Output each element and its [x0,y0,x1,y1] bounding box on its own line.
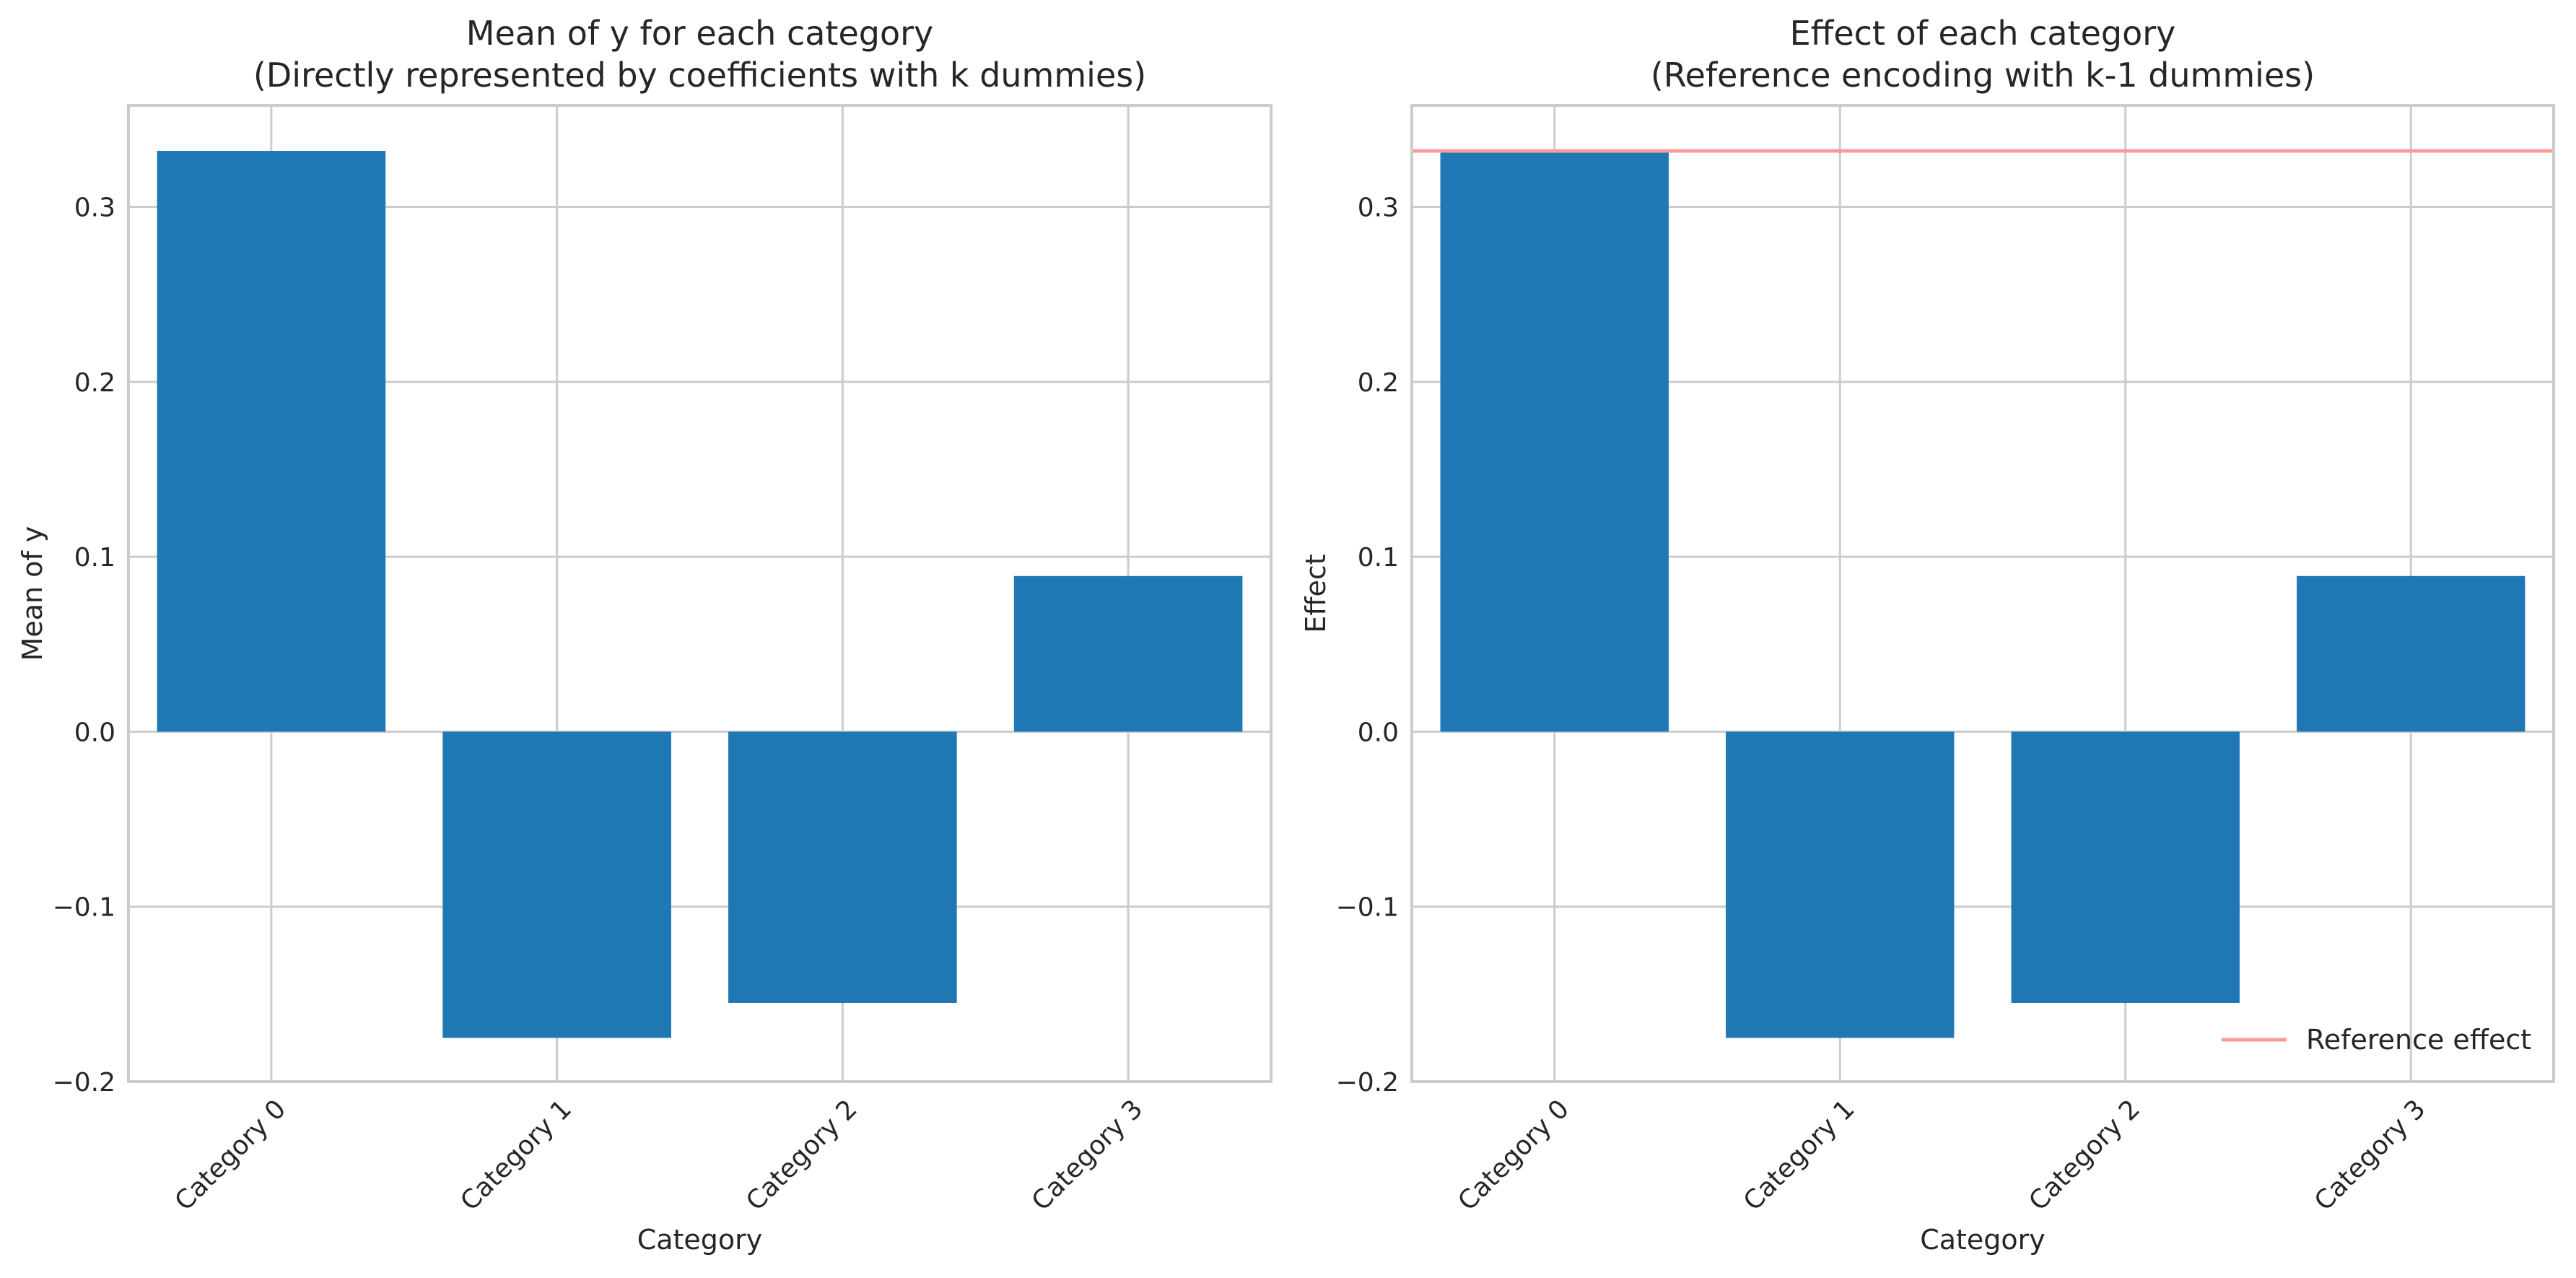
x-tick-label: Category 1 [455,1094,577,1217]
y-tick-label: 0.3 [74,194,115,223]
bar-category-0 [157,150,386,732]
y-tick-label: −0.2 [53,1068,115,1097]
chart-subtitle: (Reference encoding with k-1 dummies) [1651,56,2315,95]
plot-frame [1410,104,2555,1083]
x-axis-label: Category [1920,1224,2045,1256]
y-tick-label: −0.1 [1336,893,1399,923]
legend-label: Reference effect [2306,1024,2531,1056]
x-tick-label: Category 0 [1453,1094,1576,1217]
bar-category-2 [728,731,957,1003]
x-tick-label: Category 1 [1738,1094,1861,1217]
y-tick-label: 0.2 [74,368,115,398]
bar-category-1 [442,731,671,1038]
plot-frame [127,104,1272,1083]
chart-subtitle: (Directly represented by coefficients wi… [253,56,1146,95]
x-tick-label: Category 2 [2024,1094,2147,1217]
x-tick-label: Category 0 [170,1094,292,1217]
bar-category-3 [2297,575,2525,732]
chart-title: Mean of y for each category [466,14,933,53]
x-tick-label: Category 2 [741,1094,863,1217]
y-tick-label: −0.1 [53,893,115,923]
bar-category-2 [2011,731,2240,1003]
chart-title: Effect of each category [1790,14,2176,53]
bar-category-1 [1726,731,1955,1038]
y-tick-label: 0.3 [1358,194,1399,223]
chart-panel-mean: −0.2 −0.1 0.0 0.1 0.2 0.3 Category 0 Category 1… [17,14,1272,1256]
y-tick-label: 0.1 [74,543,115,573]
y-axis-label: Effect [1300,554,1332,633]
bar-category-0 [1440,150,1669,732]
y-axis-label: Mean of y [17,526,48,661]
x-axis-label: Category [637,1224,763,1256]
chart-panel-effect: −0.2 −0.1 0.0 0.1 0.2 0.3 Category 0 Category 1… [1300,14,2555,1256]
bar-category-3 [1013,575,1243,732]
y-tick-label: −0.2 [1336,1068,1399,1097]
x-tick-label: Category 3 [2309,1094,2432,1217]
y-tick-label: 0.0 [1358,718,1399,747]
y-tick-label: 0.1 [1358,543,1399,573]
x-tick-label: Category 3 [1026,1094,1149,1217]
y-tick-label: 0.0 [74,718,115,747]
y-tick-label: 0.2 [1358,368,1399,398]
